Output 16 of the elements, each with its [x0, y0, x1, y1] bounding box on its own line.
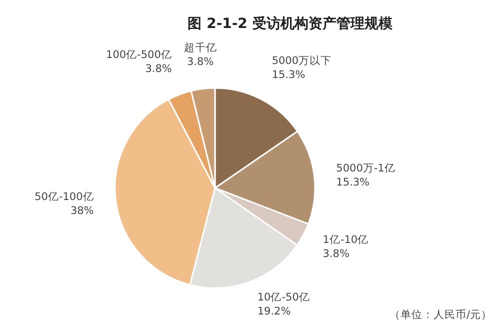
- chart-title: 图 2-1-2 受访机构资产管理规模: [188, 15, 394, 32]
- slice-label: 超千亿: [184, 40, 217, 54]
- data-label: 15.3%: [272, 69, 306, 82]
- data-label: 3.8%: [322, 248, 350, 260]
- slice-label: 1亿-10亿: [322, 234, 369, 246]
- slice-label: 5000万-1亿: [336, 162, 396, 175]
- slice-label: 10亿-50亿: [257, 291, 310, 304]
- slice-label: 5000万以下: [272, 54, 332, 68]
- data-label: 3.8%: [145, 62, 172, 75]
- slice-label: 50亿-100亿: [34, 190, 94, 203]
- data-label: 19.2%: [257, 305, 291, 318]
- slice-label: 100亿-500亿: [106, 48, 172, 61]
- data-label: 15.3%: [336, 176, 370, 189]
- data-label: 38%: [70, 204, 94, 217]
- text: （单位：人民币/元）: [389, 308, 492, 321]
- data-label: 3.8%: [187, 56, 214, 68]
